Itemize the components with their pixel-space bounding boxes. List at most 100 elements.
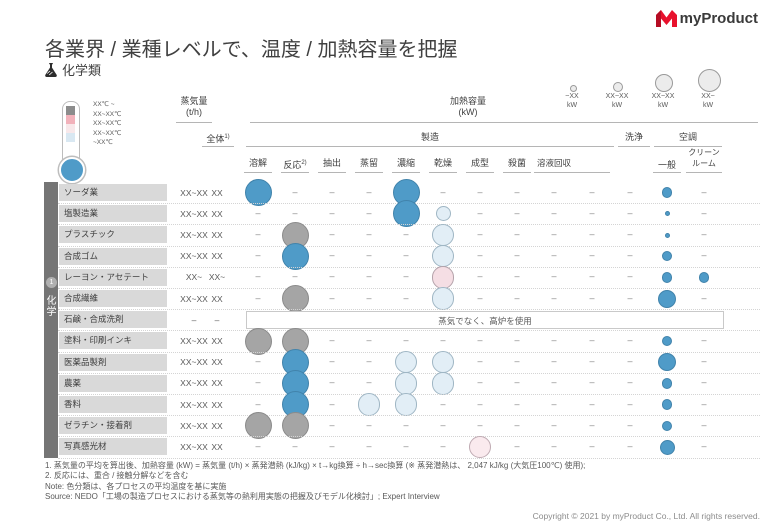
category-sidebar	[44, 182, 58, 458]
dash-placeholder: –	[329, 377, 335, 388]
steam-header-underline	[176, 122, 212, 123]
dash-placeholder: –	[551, 186, 557, 197]
dash-placeholder: –	[366, 186, 372, 197]
bubble-react	[281, 242, 309, 270]
dash-placeholder: –	[701, 292, 707, 303]
dash-placeholder: –	[589, 292, 595, 303]
dash-placeholder: –	[403, 292, 409, 303]
bubble-concentrate	[394, 393, 418, 416]
dash-placeholder: –	[589, 356, 595, 367]
bubble-general	[664, 211, 670, 217]
dash-placeholder: –	[551, 229, 557, 239]
dash-placeholder: –	[329, 441, 335, 451]
dash-placeholder: –	[403, 335, 409, 345]
bubble-react	[281, 348, 309, 376]
dash-placeholder: –	[551, 271, 557, 282]
row-separator	[58, 245, 760, 247]
temperature-range-label: XX~XX℃	[93, 120, 122, 128]
dash-placeholder: –	[329, 250, 335, 261]
dash-placeholder: –	[627, 356, 633, 367]
steam-value: XX~XX	[180, 420, 208, 431]
dash-placeholder: –	[255, 250, 261, 261]
dash-placeholder: –	[440, 398, 446, 409]
dash-placeholder: –	[403, 271, 409, 282]
dash-placeholder: –	[701, 398, 707, 409]
hvac-group-header: 空調	[678, 132, 697, 142]
dash-placeholder: –	[477, 356, 483, 367]
dash-placeholder: –	[701, 207, 707, 218]
dash-placeholder: –	[514, 207, 520, 218]
subcol-header-dry: 乾燥	[433, 158, 452, 168]
dash-placeholder: –	[514, 250, 520, 261]
dash-placeholder: –	[514, 398, 520, 409]
subcol-header-react: 反応2)	[283, 160, 307, 170]
bubble-mold	[468, 435, 492, 459]
total-value: XX	[211, 293, 223, 304]
dash-placeholder: –	[403, 229, 409, 239]
subcol-header-melt: 溶解	[248, 158, 267, 168]
page-title: 各業界 / 業種レベルで、温度 / 加熱容量を把握	[45, 39, 458, 61]
footnote-line: 2. 反応には、重合 / 接触分解などを含む	[45, 471, 189, 481]
dash-placeholder: –	[329, 419, 335, 430]
dash-placeholder: –	[292, 186, 298, 197]
row-separator	[58, 330, 760, 332]
thermo-segment	[66, 124, 75, 133]
dash-placeholder: –	[255, 377, 261, 388]
dash-placeholder: –	[292, 207, 298, 218]
size-legend-label: XX~ kW	[701, 93, 715, 109]
dash-placeholder: –	[551, 292, 557, 303]
row-label: 塩製造業	[59, 205, 167, 223]
bubble-clean	[698, 272, 710, 283]
dash-placeholder: –	[701, 441, 707, 451]
size-legend-circle	[697, 69, 721, 92]
bubble-dry	[431, 372, 455, 395]
dash-placeholder: –	[329, 356, 335, 367]
steam-value: XX~XX	[180, 399, 208, 410]
size-legend-label: XX~XX kW	[651, 93, 675, 109]
row-label: 石鹸・合成洗剤	[59, 311, 167, 329]
dash-placeholder: –	[589, 250, 595, 261]
bubble-general	[661, 335, 673, 347]
dash-placeholder: –	[627, 292, 633, 303]
bubble-general	[661, 272, 673, 283]
dash-placeholder: –	[255, 207, 261, 218]
dash-placeholder: –	[255, 292, 261, 303]
row-label: 合成繊維	[59, 290, 167, 307]
row-label: ゼラチン・接着剤	[59, 417, 167, 435]
myproduct-logo: myProduct	[655, 10, 758, 27]
subcol-underline-dry	[429, 172, 457, 173]
dash-placeholder: –	[701, 335, 707, 345]
subcol-header-mold: 成型	[470, 158, 489, 168]
total-value: XX	[211, 251, 223, 262]
dash-placeholder: –	[329, 186, 335, 197]
dash-placeholder: –	[514, 186, 520, 197]
total-value: XX	[211, 420, 223, 431]
bubble-dry	[435, 206, 451, 222]
dash-placeholder: –	[292, 271, 298, 282]
dash-placeholder: –	[403, 441, 409, 451]
manufacturing-group-header: 製造	[420, 132, 439, 142]
bubble-general	[661, 420, 673, 432]
hvac-underline	[654, 146, 722, 147]
dash-placeholder: –	[440, 186, 446, 197]
bubble-general	[661, 187, 673, 198]
dash-placeholder: –	[589, 398, 595, 409]
no-steam-note: 蒸気でなく、高炉を使用	[246, 310, 724, 329]
bubble-dry	[431, 223, 455, 247]
size-legend-label: XX~XX kW	[605, 93, 629, 109]
total-value: XX~	[208, 272, 226, 283]
category-label: 化学	[46, 296, 57, 318]
dash-placeholder: –	[366, 335, 372, 345]
dash-placeholder: –	[329, 229, 335, 239]
dash-placeholder: –	[255, 229, 261, 239]
washing-group-header: 洗浄	[624, 132, 643, 142]
row-label: プラスチック	[59, 226, 167, 244]
bubble-dry	[431, 287, 455, 310]
dash-placeholder: –	[477, 186, 483, 197]
dash-placeholder: –	[366, 229, 372, 239]
steam-value: XX~XX	[180, 251, 208, 262]
total-value: XX	[211, 208, 223, 219]
bubble-general	[658, 289, 676, 308]
subcol-underline-mold	[466, 172, 494, 173]
dash-placeholder: –	[627, 398, 633, 409]
